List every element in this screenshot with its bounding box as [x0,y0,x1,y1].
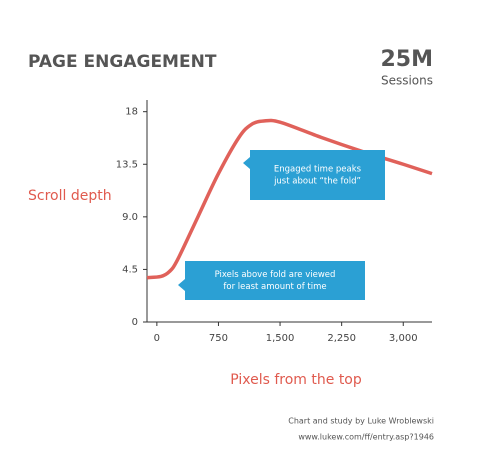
y-tick-label: 9.0 [122,212,138,223]
x-tick-label: 1,500 [266,333,295,344]
headline-caption: Sessions [381,74,433,88]
x-tick-label: 0 [154,333,160,344]
credit: www.lukew.com/ff/entry.asp?1946 [298,433,434,442]
chart-title: PAGE ENGAGEMENT [28,52,217,72]
x-axis-label: Pixels from the top [230,372,362,388]
x-tick-label: 3,000 [389,333,418,344]
callout-text: just about “the fold” [273,177,361,187]
callout [178,261,365,300]
callout-text: Engaged time peaks [274,165,362,175]
credit: Chart and study by Luke Wroblewski [288,417,434,426]
y-axis-label: Scroll depth [28,188,112,204]
x-tick-label: 750 [209,333,228,344]
y-tick-label: 18 [125,107,138,118]
callout-text: Pixels above fold are viewed [215,270,336,280]
callout-text: for least amount of time [223,282,326,292]
y-tick-label: 4.5 [122,264,138,275]
headline: 25M [380,47,433,72]
y-tick-label: 13.5 [116,159,138,170]
callout [243,150,385,200]
x-tick-label: 2,250 [327,333,356,344]
y-tick-label: 0 [132,317,138,328]
